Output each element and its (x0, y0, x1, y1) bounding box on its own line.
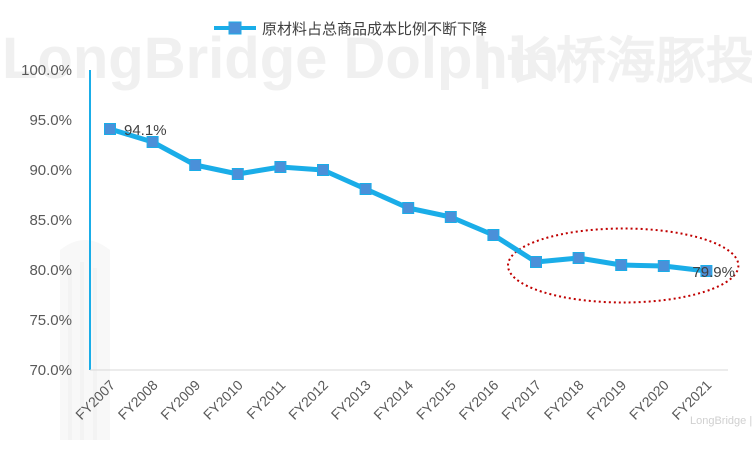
data-point (104, 123, 116, 135)
y-tick-labels: 100.0% 95.0% 90.0% 85.0% 80.0% 75.0% 70.0% (21, 62, 72, 379)
watermark: LongBridge Dolphin | 长桥海豚投研 LongBridge |… (2, 26, 752, 440)
legend-label: 原材料占总商品成本比例不断下降 (262, 21, 487, 38)
x-tick-labels: FY2007FY2008FY2009FY2010FY2011FY2012FY20… (72, 377, 715, 423)
x-tick-label: FY2015 (413, 377, 459, 423)
y-tick-label: 70.0% (29, 362, 72, 379)
data-point (402, 202, 415, 214)
x-tick-label: FY2008 (115, 377, 161, 423)
x-tick-label: FY2017 (498, 377, 544, 423)
x-tick-label: FY2010 (200, 377, 246, 423)
data-label: 79.9% (692, 264, 735, 281)
data-label: 94.1% (124, 122, 167, 139)
dolphin-logo-icon (60, 240, 110, 440)
data-point (487, 229, 500, 241)
x-tick-label: FY2011 (243, 377, 288, 422)
y-tick-label: 100.0% (21, 62, 72, 79)
x-tick-label: FY2009 (157, 377, 203, 423)
data-point (146, 136, 159, 148)
y-tick-label: 75.0% (29, 312, 72, 329)
watermark-text-en: LongBridge Dolphin (2, 26, 559, 91)
data-point (359, 183, 372, 195)
data-labels: 94.1% 79.9% (124, 122, 735, 281)
x-tick-label: FY2018 (541, 377, 587, 423)
data-point (444, 211, 457, 223)
legend-marker-icon (228, 21, 242, 35)
watermark-corner-text: LongBridge | 长桥 (690, 414, 752, 427)
data-point (231, 168, 244, 180)
data-point (274, 161, 287, 173)
data-point (700, 265, 713, 277)
data-point (572, 252, 585, 264)
highlight-ellipse (507, 227, 740, 304)
y-tick-label: 95.0% (29, 112, 72, 129)
y-tick-label: 90.0% (29, 162, 72, 179)
x-tick-label: FY2016 (456, 377, 502, 423)
legend: 原材料占总商品成本比例不断下降 (214, 21, 487, 38)
x-tick-label: FY2014 (370, 377, 416, 423)
data-point (615, 259, 628, 271)
y-tick-label: 80.0% (29, 262, 72, 279)
series-line (109, 126, 707, 274)
x-tick-label: FY2019 (583, 377, 629, 423)
y-tick-label: 85.0% (29, 212, 72, 229)
series-markers (104, 123, 713, 277)
watermark-text-cn: | 长桥海豚投研 (478, 33, 752, 90)
x-tick-label: FY2013 (328, 377, 374, 423)
x-tick-label: FY2020 (626, 377, 672, 423)
data-point (317, 164, 329, 176)
x-tick-label: FY2012 (285, 377, 331, 423)
data-point (657, 260, 670, 272)
data-point (189, 159, 202, 171)
data-point (530, 256, 542, 268)
